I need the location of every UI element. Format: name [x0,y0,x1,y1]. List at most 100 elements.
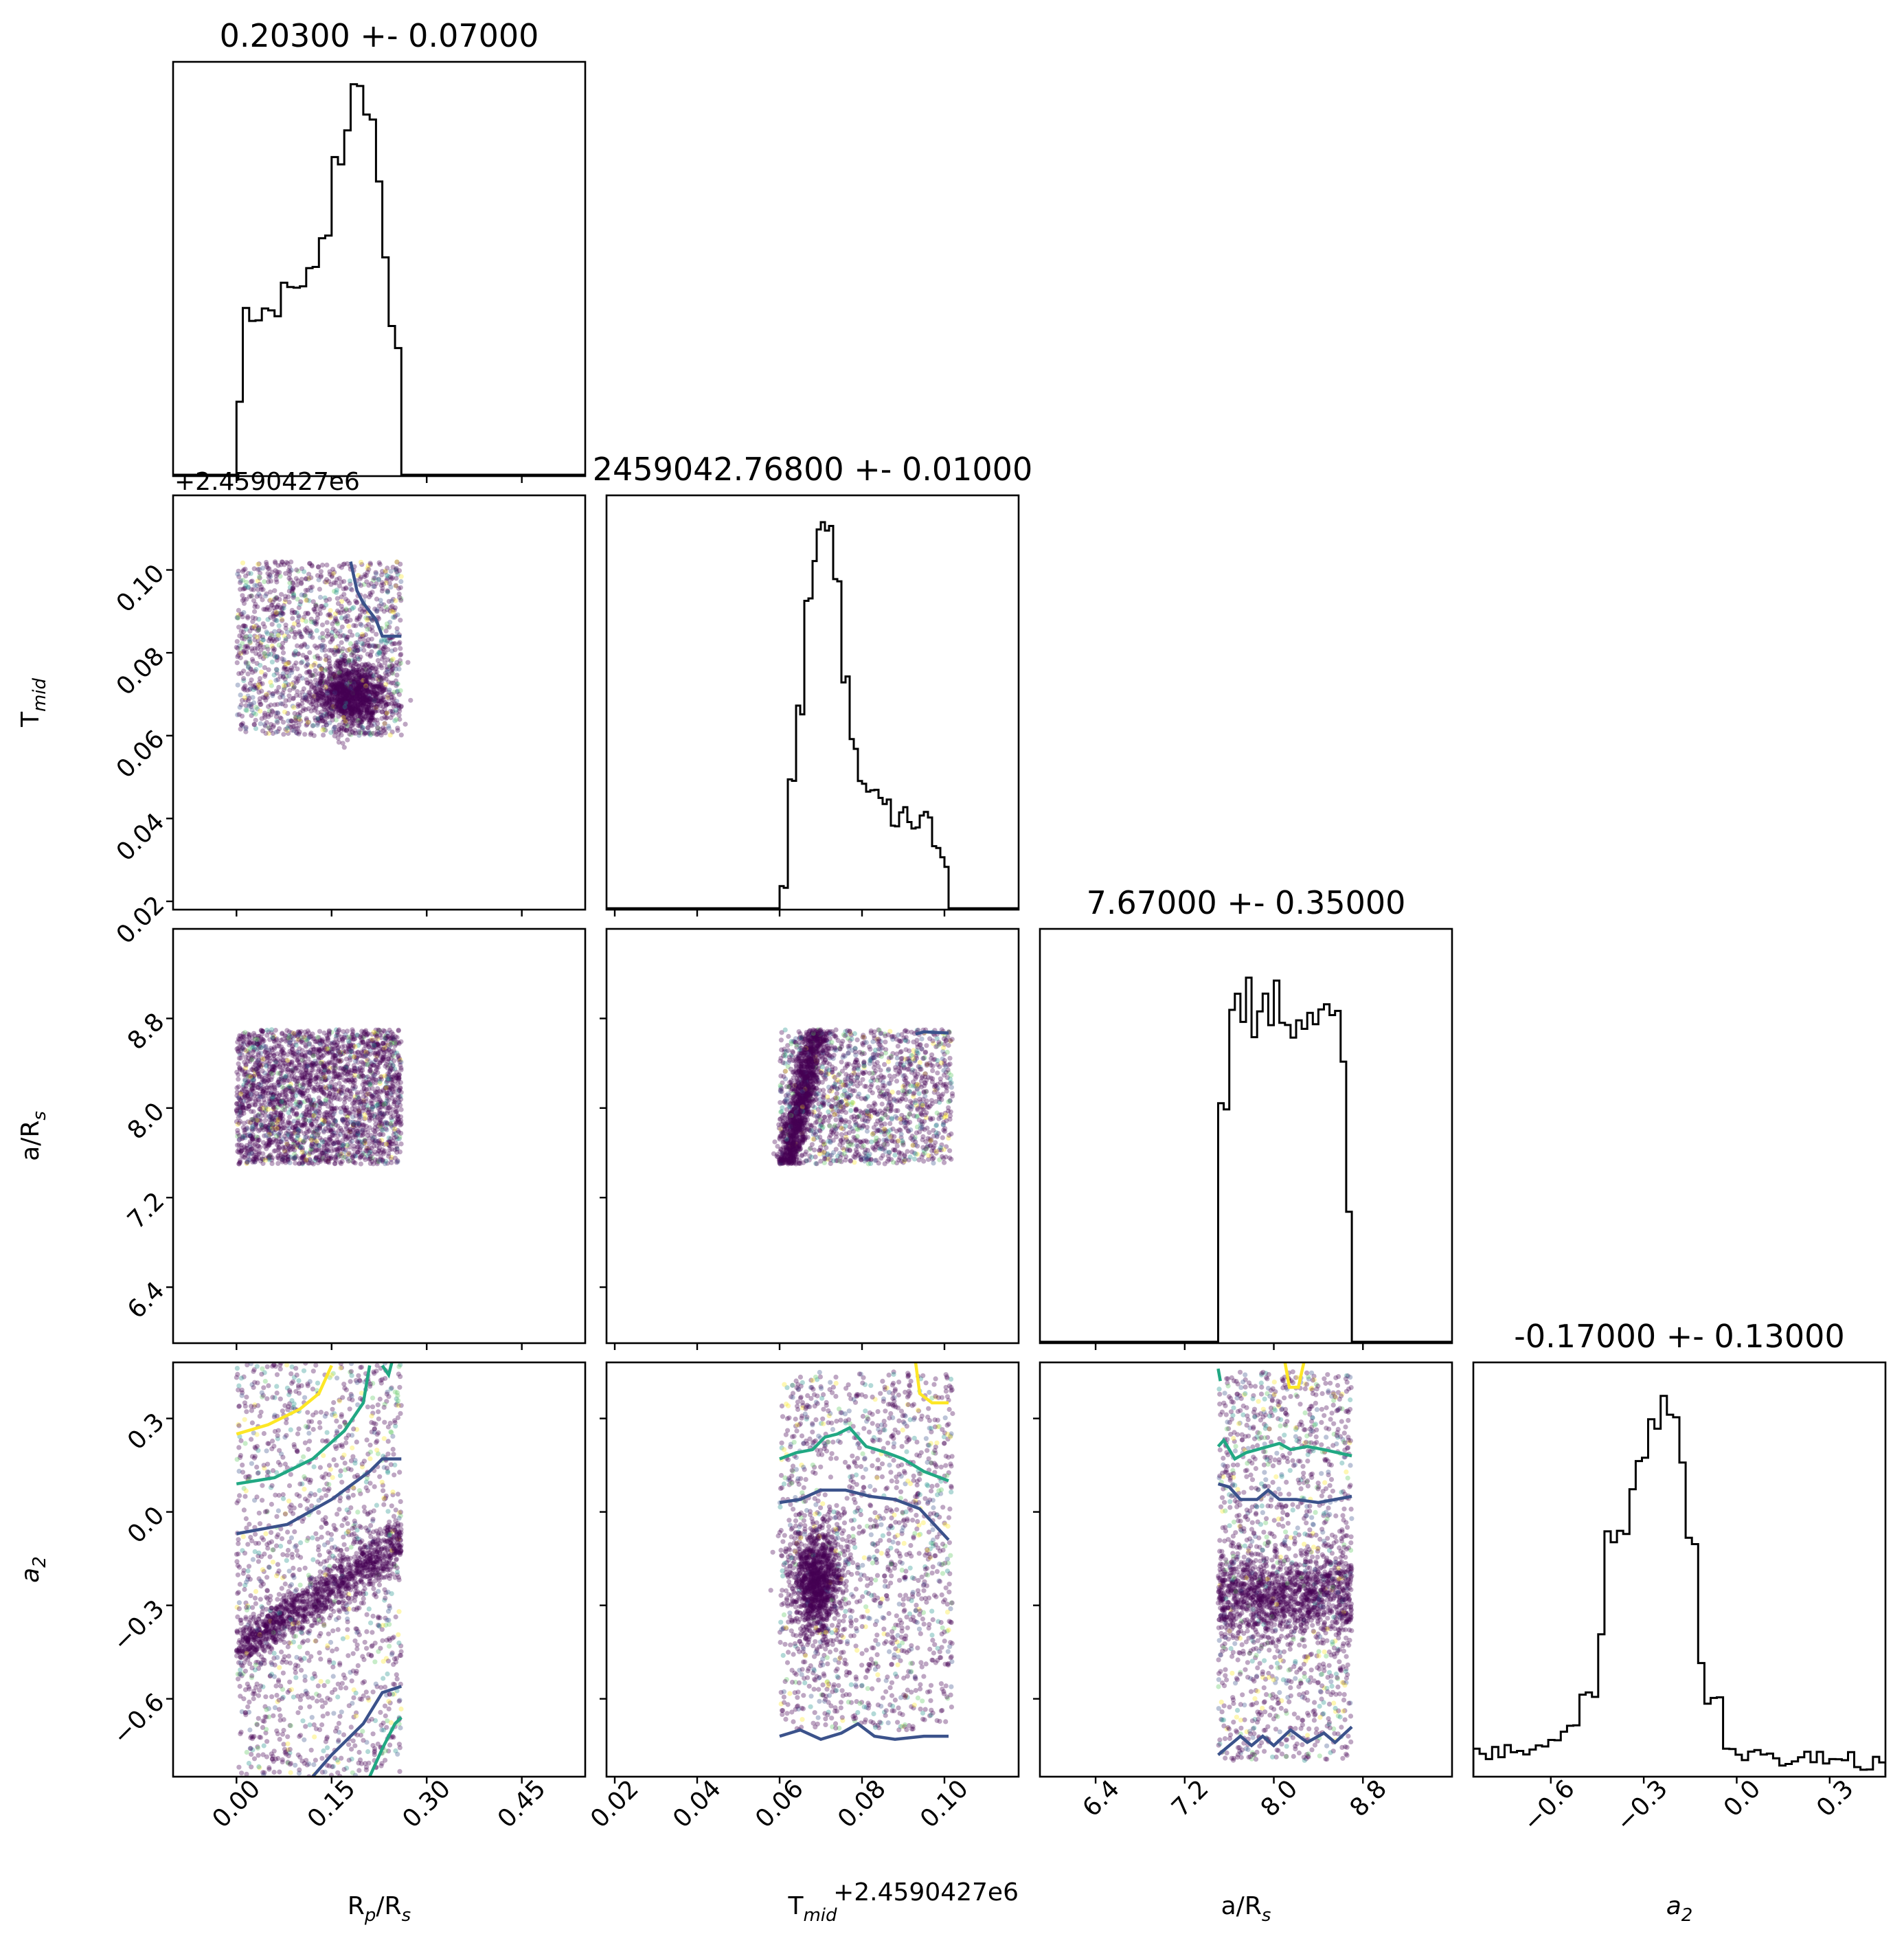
sample-point [367,689,372,695]
sample-point [372,696,378,702]
sample-point [315,716,321,721]
sample-point [269,660,275,665]
sample-point [286,588,292,594]
sample-point [365,672,371,677]
sample-point [305,662,310,668]
sample-point [285,660,291,666]
sample-point [283,662,288,667]
sample-point [389,657,394,663]
sample-point [277,673,283,679]
sample-point [344,693,350,699]
sample-point [354,654,361,660]
sample-point [347,647,353,652]
sample-point [288,665,294,671]
sample-point [265,617,271,622]
sample-point [326,1029,332,1035]
sample-point [260,728,266,734]
sample-point [257,679,262,685]
sample-point [365,627,370,632]
sample-point [275,1147,282,1152]
sample-point [256,561,262,567]
sample-point [328,1143,334,1149]
sample-point [284,1123,291,1128]
sample-point [249,593,254,598]
sample-point [273,577,279,583]
sample-point [267,1085,273,1090]
sample-point [292,710,297,717]
sample-point [280,650,286,655]
sample-point [345,703,350,708]
sample-point [381,1088,387,1094]
sample-point [377,649,383,655]
sample-point [370,625,375,630]
sample-point [357,1155,363,1161]
sample-point [359,674,365,679]
sample-point [238,580,243,585]
sample-point [330,675,335,680]
sample-point [383,715,389,721]
sample-point [345,683,351,688]
sample-point [343,653,348,659]
sample-point [281,657,286,662]
sample-point [341,695,347,701]
sample-point [390,1031,396,1037]
sample-point [365,717,371,723]
sample-point [280,694,286,699]
sample-point [390,565,396,570]
sample-point [377,1132,383,1138]
sample-point [308,673,313,679]
sample-point [268,721,274,727]
sample-point [327,695,332,701]
sample-point [284,674,289,679]
sample-point [264,692,269,697]
sample-point [354,684,360,690]
sample-point [244,1143,250,1148]
sample-point [362,574,367,580]
sample-point [342,684,348,690]
sample-point [379,675,385,681]
sample-point [337,563,342,569]
sample-point [339,668,344,674]
sample-point [366,706,372,711]
sample-point [331,706,337,712]
sample-point [343,705,350,710]
sample-point [335,691,340,697]
sample-point [370,643,375,649]
sample-point [281,603,286,608]
sample-point [354,691,359,697]
sample-point [339,705,345,710]
sample-point [342,671,348,676]
sample-point [318,679,324,685]
sample-point [245,615,251,621]
sample-point [345,634,351,640]
sample-point [308,585,313,591]
sample-point [319,695,325,701]
sample-point [249,625,256,631]
sample-point [335,647,341,653]
sample-point [363,672,368,678]
sample-point [269,603,275,608]
sample-point [350,704,356,709]
sample-point [266,725,271,730]
sample-point [261,644,267,650]
sample-point [317,587,322,592]
sample-point [366,706,372,712]
sample-point [289,667,295,673]
sample-point [350,1158,356,1165]
sample-point [343,688,349,694]
sample-point [319,666,325,673]
sample-point [347,688,352,693]
sample-point [391,1048,396,1053]
sample-point [339,682,344,688]
sample-point [366,704,372,710]
sample-point [324,695,330,701]
sample-point [310,699,316,704]
sample-point [335,680,341,686]
sample-point [303,576,309,582]
sample-point [236,1121,242,1126]
sample-point [335,686,340,691]
sample-point [383,682,389,687]
sample-point [350,696,356,701]
sample-point [372,1117,378,1123]
sample-point [378,682,384,687]
